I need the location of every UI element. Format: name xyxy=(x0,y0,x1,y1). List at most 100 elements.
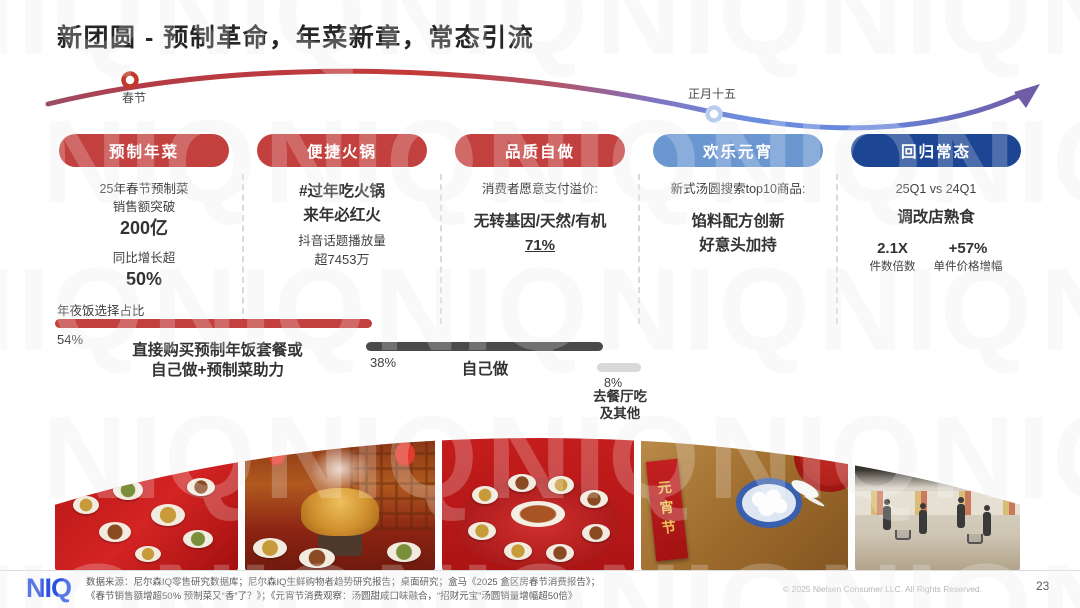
chart-bar-homemade xyxy=(366,342,603,351)
page-number: 23 xyxy=(1036,579,1050,593)
phase-stat: 超7453万 xyxy=(314,252,370,268)
tangyuan-bowl xyxy=(736,477,803,528)
dish-plate xyxy=(548,476,574,494)
phase-text: 新式汤圆搜索top10商品: xyxy=(670,182,806,196)
chart-bar-label: 直接购买预制年饭套餐或 自己做+预制菜助力 xyxy=(95,341,340,381)
phase-text: 来年必红火 xyxy=(303,207,381,225)
data-source-note: 数据来源：尼尔森IQ零售研究数据库；尼尔森IQ生鲜购物者趋势研究报告；桌面研究；… xyxy=(86,576,736,605)
phase-col-premade-dishes: 预制年菜 25年春节预制菜 销售额突破 200亿 同比增长超 50% xyxy=(55,134,233,300)
shopper-silhouette xyxy=(919,503,927,534)
phase-text: #过年吃火锅 xyxy=(298,183,386,200)
chart-bar-value: 8% xyxy=(604,376,623,390)
phase-stat: 200亿 xyxy=(119,218,169,239)
chart-title: 年夜饭选择占比 xyxy=(57,304,145,318)
phase-text: 消费者愿意支付溢价: xyxy=(482,182,598,196)
chart-bar-label-line: 直接购买预制年饭套餐或 xyxy=(132,342,303,359)
phase-text: 25Q1 vs 24Q1 xyxy=(895,182,977,196)
phase-pill-hotpot: 便捷火锅 xyxy=(257,134,427,167)
dish-plate xyxy=(472,486,498,504)
store-shelves xyxy=(855,490,1020,515)
phase-text: 调改店熟食 xyxy=(897,209,975,227)
chart-bar-label-line: 自己做+预制菜助力 xyxy=(150,362,285,380)
dish-plate xyxy=(253,538,287,558)
dish-plate xyxy=(580,490,608,508)
photo-hotpot xyxy=(245,438,435,570)
dish-plate xyxy=(73,496,99,514)
phase-text: 无转基因/天然/有机 xyxy=(473,213,607,231)
chart-bar-label: 自己做 xyxy=(461,361,509,378)
chart-bar-premade xyxy=(55,319,372,328)
stat-label: 件数倍数 xyxy=(869,261,916,274)
hotpot-pot xyxy=(301,488,379,537)
dish-plate xyxy=(113,480,143,500)
phase-col-hotpot: 便捷火锅 #过年吃火锅 来年必红火 抖音话题播放量 超7453万 xyxy=(242,134,431,324)
dish-plate xyxy=(187,478,215,496)
shopper-silhouette xyxy=(983,505,991,536)
dish-plate xyxy=(508,474,536,492)
shopping-cart-icon xyxy=(967,534,983,544)
shopping-cart-icon xyxy=(895,530,911,540)
steam xyxy=(309,445,370,492)
chart-bar-restaurant xyxy=(597,363,641,372)
phase-stat: 71% xyxy=(524,237,556,255)
phase-text: 同比增长超 xyxy=(112,250,176,265)
dish-plate xyxy=(387,542,421,562)
lantern-festival-banner: 元宵节 xyxy=(645,458,689,562)
dish-plate xyxy=(546,544,574,562)
phase-pill-homemade-quality: 品质自做 xyxy=(455,134,625,167)
arrow-icon xyxy=(1014,84,1040,108)
chart-bar-value: 38% xyxy=(370,355,397,370)
phase-col-lantern-festival: 欢乐元宵 新式汤圆搜索top10商品: 馅料配方创新 好意头加持 xyxy=(638,134,827,324)
dish-plate xyxy=(135,546,161,562)
phase-pill-lantern-festival: 欢乐元宵 xyxy=(653,134,823,167)
phase-text: 馅料配方创新 xyxy=(691,213,785,231)
dish-plate xyxy=(183,530,213,548)
photo-tangyuan: 元宵节 xyxy=(641,438,848,570)
photo-strip: 元宵节 xyxy=(55,438,1020,570)
photo-banquet-table xyxy=(442,438,634,570)
phase-columns: 预制年菜 25年春节预制菜 销售额突破 200亿 同比增长超 50% 便捷火锅 … xyxy=(55,134,1025,324)
banner-text: 元宵节 xyxy=(655,479,679,541)
phase-pill-back-to-normal: 回归常态 xyxy=(851,134,1021,167)
phase-col-back-to-normal: 回归常态 25Q1 vs 24Q1 调改店熟食 2.1X 件数倍数 +57% 单… xyxy=(836,134,1025,324)
stat-block: +57% 单件价格增幅 xyxy=(934,240,1003,274)
phase-text: 好意头加持 xyxy=(699,237,777,255)
shopper-silhouette xyxy=(957,497,965,528)
shopper-silhouette xyxy=(883,499,891,530)
chart-bar-value: 54% xyxy=(57,332,84,347)
phase-text: 25年春节预制菜 xyxy=(99,182,189,196)
timeline-marker-spring-festival xyxy=(121,71,139,89)
dish-plate xyxy=(299,548,335,568)
dish-plate xyxy=(151,504,185,526)
dish-plate xyxy=(468,522,496,540)
photo-premade-dishes xyxy=(55,438,238,570)
phase-text: 销售额突破 xyxy=(112,200,176,215)
stat-block: 2.1X 件数倍数 xyxy=(870,240,916,274)
phase-col-homemade-quality: 品质自做 消费者愿意支付溢价: 无转基因/天然/有机 71% xyxy=(440,134,629,324)
timeline-label-lantern-festival: 正月十五 xyxy=(688,87,737,101)
dish-plate xyxy=(582,524,610,542)
dish-plate xyxy=(99,522,131,542)
footer-divider xyxy=(0,570,1080,571)
phase-stats-row: 2.1X 件数倍数 +57% 单件价格增幅 xyxy=(847,240,1025,274)
chart-bar-label-line: 及其他 xyxy=(599,405,641,421)
phase-pill-premade-dishes: 预制年菜 xyxy=(59,134,229,167)
dish-plate xyxy=(504,542,532,560)
center-platter xyxy=(511,501,565,528)
data-source-line: 数据来源：尼尔森IQ零售研究数据库；尼尔森IQ生鲜购物者趋势研究报告；桌面研究；… xyxy=(86,577,601,588)
stat-value: +57% xyxy=(948,240,988,258)
phase-stat: 50% xyxy=(125,268,163,289)
timeline-marker-lantern-festival xyxy=(705,105,723,123)
photo-supermarket xyxy=(855,438,1020,570)
niq-logo: NIQ xyxy=(26,573,72,603)
lantern-icon xyxy=(269,446,285,466)
chart-bar-label: 去餐厅吃 及其他 xyxy=(572,389,668,423)
data-source-line: 《春节销售额增超50% 预制菜又“香”了？》；《元宵节消费观察：汤圆甜咸口味融合… xyxy=(86,591,578,603)
stat-value: 2.1X xyxy=(877,240,908,258)
chart-bar-label-line: 去餐厅吃 xyxy=(593,389,647,404)
timeline-label-spring-festival: 春节 xyxy=(122,91,147,105)
phase-text: 抖音话题播放量 xyxy=(298,234,386,249)
stat-label: 单件价格增幅 xyxy=(933,261,1003,274)
